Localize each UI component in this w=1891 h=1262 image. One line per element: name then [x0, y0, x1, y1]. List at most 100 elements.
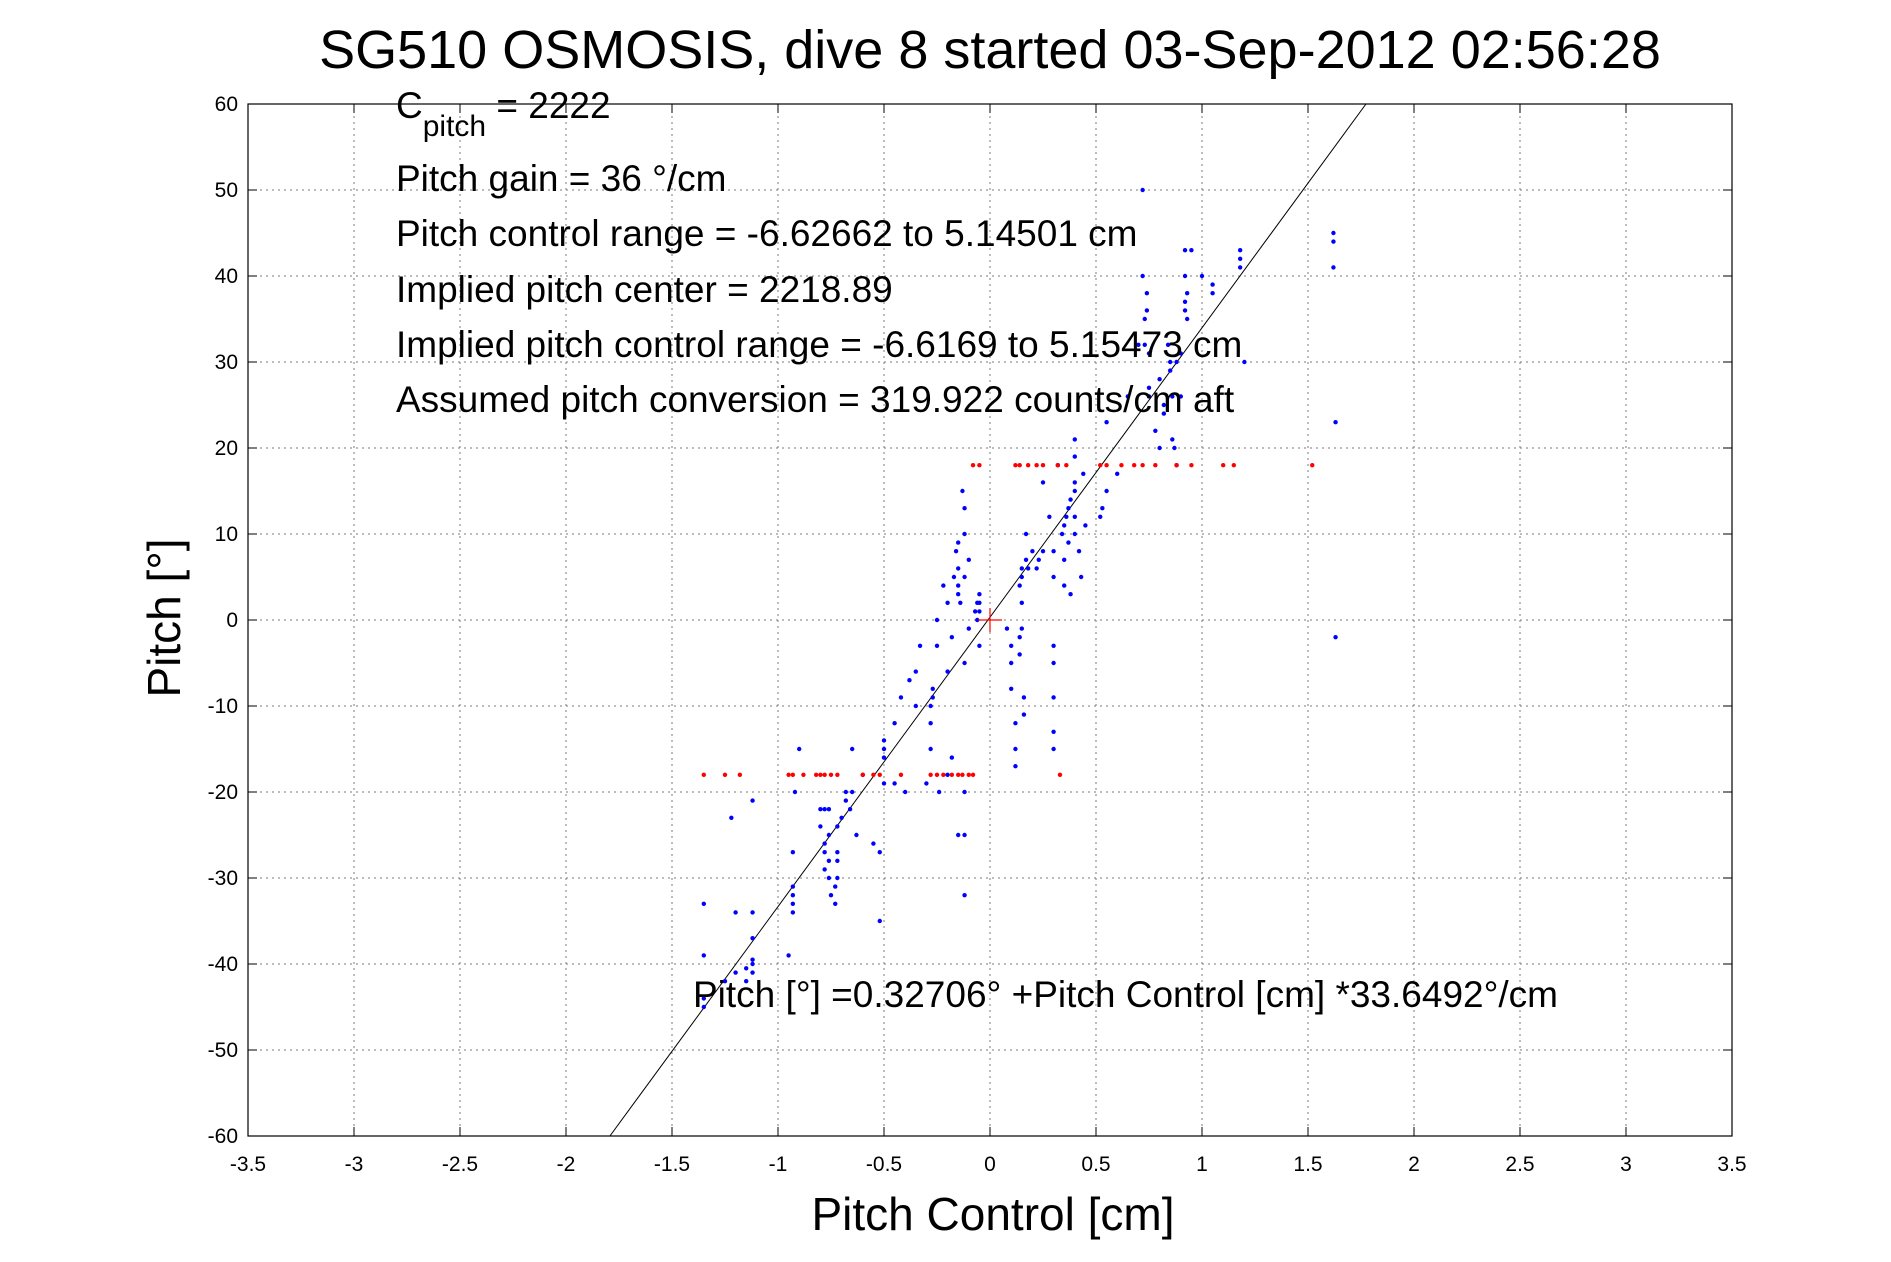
data-point-blue: [1189, 248, 1194, 253]
y-tick-label: -30: [208, 867, 238, 890]
data-point-blue: [892, 721, 897, 726]
data-point-blue: [960, 488, 965, 494]
data-point-blue: [839, 815, 844, 820]
data-point-blue: [1170, 394, 1175, 399]
data-point-blue: [1025, 566, 1031, 571]
chart-title: SG510 OSMOSIS, dive 8 started 03-Sep-201…: [319, 20, 1661, 80]
data-point-red: [1064, 463, 1069, 468]
data-point-blue: [1184, 291, 1190, 296]
data-point-blue: [1019, 566, 1024, 571]
data-point-red: [790, 772, 796, 777]
data-point-blue: [1081, 471, 1086, 476]
data-point-blue: [1142, 316, 1147, 322]
data-point-red: [1025, 463, 1031, 468]
data-point-blue: [1040, 549, 1046, 554]
data-point-blue: [898, 695, 904, 700]
data-point-blue: [744, 979, 749, 984]
data-point-red: [1104, 463, 1109, 468]
annotation-pitch-control-range: Pitch control range = -6.62662 to 5.1450…: [396, 213, 1138, 254]
data-point-blue: [750, 910, 755, 915]
data-point-blue: [750, 970, 755, 975]
data-point-blue: [1021, 695, 1027, 700]
data-point-blue: [871, 841, 876, 846]
data-point-red: [813, 772, 819, 777]
data-point-blue: [907, 678, 912, 683]
data-point-red: [970, 463, 976, 468]
annotation-pitch-gain: Pitch gain = 36 °/cm: [396, 158, 727, 199]
data-point-blue: [1051, 729, 1056, 734]
data-point-red: [818, 772, 823, 777]
data-point-blue: [1019, 600, 1024, 605]
data-point-blue: [1174, 359, 1179, 365]
data-point-blue: [1023, 531, 1029, 537]
data-point-red: [1098, 463, 1103, 468]
y-tick-label: -60: [208, 1125, 238, 1148]
data-point-blue: [733, 970, 738, 975]
data-point-red: [701, 772, 706, 777]
data-point-blue: [790, 910, 796, 915]
data-point-blue: [892, 781, 897, 786]
data-point-blue: [790, 850, 796, 855]
data-point-blue: [962, 531, 967, 537]
data-point-blue: [750, 798, 755, 803]
data-point-blue: [1072, 514, 1078, 519]
data-point-blue: [977, 600, 982, 605]
data-point-red: [934, 772, 940, 777]
data-point-blue: [1009, 660, 1014, 666]
data-point-blue: [744, 966, 749, 971]
data-point-blue: [930, 695, 935, 700]
data-point-blue: [1170, 437, 1175, 442]
data-point-red: [822, 772, 827, 777]
data-point-blue: [1013, 764, 1018, 769]
data-point-blue: [1062, 583, 1067, 588]
data-point-blue: [1242, 359, 1247, 365]
data-point-blue: [962, 832, 967, 838]
data-point-blue: [977, 643, 982, 648]
data-point-blue: [1072, 480, 1078, 485]
c-pitch-subscript: pitch: [423, 110, 486, 143]
data-point-blue: [822, 807, 827, 812]
data-point-blue: [913, 669, 918, 674]
data-point-blue: [1104, 488, 1109, 494]
data-point-blue: [949, 635, 955, 640]
data-point-blue: [945, 772, 950, 777]
data-point-red: [871, 772, 876, 777]
data-point-blue: [835, 850, 840, 855]
data-point-blue: [729, 815, 734, 820]
data-point-blue: [792, 789, 798, 795]
data-point-blue: [826, 807, 832, 812]
data-point-blue: [1104, 420, 1109, 425]
data-point-blue: [1182, 248, 1188, 253]
data-point-red: [1055, 463, 1061, 468]
data-point-blue: [701, 996, 706, 1001]
x-axis-label: Pitch Control [cm]: [812, 1188, 1175, 1240]
data-point-blue: [843, 798, 849, 803]
data-point-blue: [977, 609, 982, 614]
data-point-blue: [1072, 488, 1078, 494]
y-tick-label: 50: [215, 179, 238, 202]
data-point-blue: [1331, 230, 1336, 236]
data-point-blue: [822, 841, 827, 846]
data-point-blue: [1013, 721, 1018, 726]
data-point-blue: [1083, 523, 1088, 528]
data-point-blue: [1030, 549, 1035, 554]
data-point-blue: [847, 807, 853, 812]
data-point-red: [835, 772, 840, 777]
data-point-blue: [1165, 342, 1171, 347]
data-point-blue: [835, 858, 840, 863]
data-point-blue: [835, 824, 840, 829]
data-point-blue: [1140, 273, 1145, 279]
data-point-blue: [722, 979, 728, 984]
y-tick-label: -50: [208, 1039, 238, 1062]
data-point-blue: [1144, 291, 1150, 296]
data-point-blue: [1161, 402, 1167, 408]
data-point-blue: [928, 746, 933, 752]
data-point-blue: [903, 789, 908, 795]
x-tick-label: -0.5: [866, 1153, 902, 1176]
data-point-blue: [1051, 643, 1056, 648]
data-point-blue: [790, 884, 796, 889]
data-point-blue: [977, 592, 982, 597]
data-point-blue: [881, 746, 887, 752]
data-point-red: [898, 772, 904, 777]
